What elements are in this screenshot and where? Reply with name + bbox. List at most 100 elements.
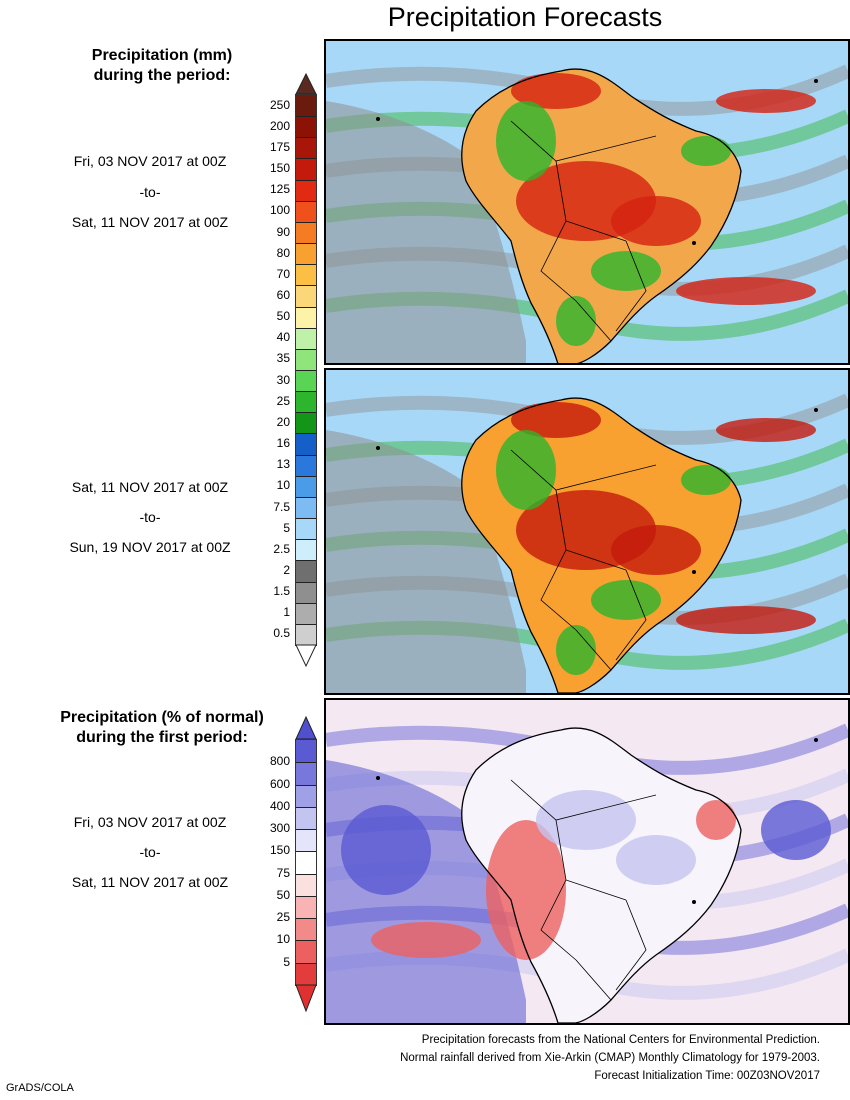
- precip-scale-label: 70: [276, 266, 290, 281]
- pct-colorbar-divider: [296, 940, 316, 942]
- precip-scale-label: 2: [283, 562, 290, 577]
- precip-field-patch: [496, 430, 556, 510]
- country-border: [615, 899, 647, 991]
- precip-colorbar-divider: [296, 370, 316, 371]
- pct-colorbar-segment: [296, 806, 316, 830]
- precip-colorbar-divider: [296, 623, 316, 625]
- precip-colorbar-bottom-arrow: [295, 644, 317, 668]
- precip-field-patch: [371, 922, 481, 958]
- map-panel-percent: [324, 698, 850, 1025]
- pct-colorbar-segment: [296, 895, 316, 919]
- precip-colorbar-segment: [296, 581, 316, 604]
- precip-colorbar-segment: [296, 518, 316, 540]
- precip-scale-label: 35: [276, 351, 290, 366]
- precip-colorbar-divider: [296, 602, 316, 604]
- coastline: [461, 397, 742, 693]
- precip-colorbar-divider: [296, 179, 316, 181]
- pct-scale-label: 400: [269, 798, 290, 813]
- precip-scale-label: 10: [276, 478, 290, 493]
- precip-colorbar-segment: [296, 433, 316, 456]
- credits-line3: Forecast Initialization Time: 00Z03NOV20…: [594, 1070, 820, 1082]
- precip-scale-label: 50: [276, 309, 290, 324]
- pct-scale-label: 300: [269, 821, 290, 836]
- precip-colorbar-segment: [296, 158, 316, 181]
- precip-scale-label: 30: [276, 372, 290, 387]
- period1-end: Sat, 11 NOV 2017 at 00Z: [71, 214, 229, 230]
- precip-colorbar-divider: [296, 454, 316, 456]
- precip-scale-label: 7.5: [273, 499, 290, 514]
- precip-colorbar-divider: [296, 158, 316, 160]
- precip-colorbar-divider: [296, 285, 316, 287]
- pct-colorbar-divider: [296, 851, 316, 853]
- precip-colorbar-segment: [296, 539, 316, 561]
- pct-colorbar-segment: [296, 918, 316, 941]
- period2-end: Sun, 19 NOV 2017 at 00Z: [69, 539, 231, 555]
- precip-field-patch: [556, 625, 596, 675]
- pct-title-line2: during the first period:: [76, 729, 248, 746]
- precip-colorbar-divider: [296, 433, 316, 435]
- precip-field-patch: [676, 606, 816, 634]
- period2-separator: -to-: [139, 509, 161, 525]
- precip-field-patch: [486, 820, 566, 960]
- precip-field-patch: [556, 296, 596, 346]
- pct-colorbar-divider: [296, 806, 316, 808]
- precip-colorbar-segment: [296, 475, 316, 498]
- precip-colorbar-divider: [296, 391, 316, 393]
- pct-scale-label: 75: [276, 865, 290, 880]
- precip-field-patch: [591, 251, 661, 291]
- island-marker: [376, 446, 380, 450]
- pct-scale-label: 800: [269, 754, 290, 769]
- precip-colorbar-segment: [296, 496, 316, 519]
- precip-scale-label: 150: [269, 161, 290, 176]
- credits-line2: Normal rainfall derived from Xie-Arkin (…: [400, 1052, 820, 1064]
- island-marker: [692, 900, 696, 904]
- precip-field-patch: [761, 800, 831, 860]
- precip-colorbar-divider: [296, 116, 316, 118]
- precip-colorbar-segment: [296, 221, 316, 244]
- country-border: [575, 959, 612, 1001]
- precip-colorbar-divider: [296, 560, 316, 562]
- precip-scale-label: 175: [269, 139, 290, 154]
- pct-colorbar-divider: [296, 918, 316, 920]
- pct-colorbar-segment: [296, 962, 316, 986]
- precip-field-patch: [496, 101, 556, 181]
- pct-colorbar-divider: [296, 873, 316, 875]
- credits-line1: Precipitation forecasts from the Nationa…: [421, 1034, 820, 1046]
- precip-scale-label: 90: [276, 224, 290, 239]
- pct-colorbar-segment: [296, 829, 316, 852]
- percent-of-normal-map: [326, 700, 848, 1023]
- grads-cola-label: GrADS/COLA: [6, 1082, 74, 1094]
- country-border: [595, 794, 657, 811]
- precip-field-patch: [611, 525, 701, 575]
- island-marker: [692, 570, 696, 574]
- pct-colorbar-bottom-arrow: [295, 984, 317, 1012]
- precip-colorbar-divider: [296, 200, 316, 202]
- precip-scale-label: 1: [283, 605, 290, 620]
- island-marker: [814, 408, 818, 412]
- precip-colorbar-divider: [296, 243, 316, 245]
- island-marker: [692, 241, 696, 245]
- precip-scale-label: 0.5: [273, 626, 290, 641]
- precip-colorbar-segment: [296, 348, 316, 371]
- coastline: [461, 727, 742, 1023]
- pct-colorbar-segment: [296, 851, 316, 875]
- pct-scale-label: 5: [283, 954, 290, 969]
- precip-field-patch: [511, 73, 601, 109]
- precip-field-patch: [716, 89, 816, 113]
- period3-start: Fri, 03 NOV 2017 at 00Z: [73, 814, 227, 830]
- precip-scale-label: 25: [276, 393, 290, 408]
- precip-colorbar-segment: [296, 306, 316, 329]
- precip-colorbar-divider: [296, 306, 316, 308]
- precip-scale-label: 60: [276, 287, 290, 302]
- pct-colorbar-divider: [296, 784, 316, 786]
- pct-scale-label: 600: [269, 776, 290, 791]
- period1-separator: -to-: [139, 184, 161, 200]
- precip-scale-label: 1.5: [273, 584, 290, 599]
- period3-separator: -to-: [139, 844, 161, 860]
- precip-field-patch: [681, 465, 731, 495]
- precip-field-patch: [681, 136, 731, 166]
- precip-scale-label: 125: [269, 182, 290, 197]
- precip-colorbar-segment: [296, 264, 316, 286]
- period3-end: Sat, 11 NOV 2017 at 00Z: [71, 874, 229, 890]
- precip-colorbar-segment: [296, 602, 316, 625]
